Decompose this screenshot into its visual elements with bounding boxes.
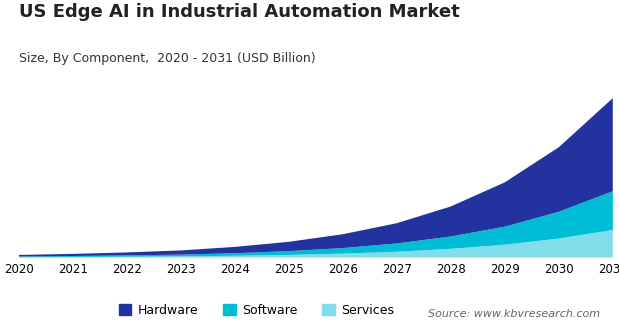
Text: Source: www.kbvresearch.com: Source: www.kbvresearch.com — [428, 309, 600, 319]
Text: Size, By Component,  2020 - 2031 (USD Billion): Size, By Component, 2020 - 2031 (USD Bil… — [19, 52, 315, 64]
Text: US Edge AI in Industrial Automation Market: US Edge AI in Industrial Automation Mark… — [19, 3, 459, 21]
Legend: Hardware, Software, Services: Hardware, Software, Services — [114, 299, 399, 322]
